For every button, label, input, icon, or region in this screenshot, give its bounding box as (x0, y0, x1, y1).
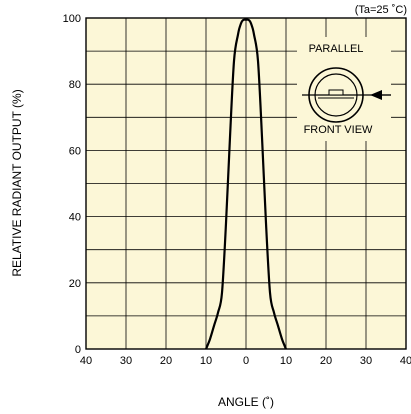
x-tick-label: 40 (400, 355, 411, 367)
x-tick-label: 0 (243, 355, 249, 367)
x-axis-label: ANGLE (˚) (218, 395, 274, 409)
y-tick-label: 0 (75, 344, 81, 356)
inset-background (297, 37, 391, 141)
y-tick-label: 40 (69, 212, 81, 224)
inset-label-front-view: FRONT VIEW (304, 124, 373, 136)
y-tick-label: 60 (69, 145, 81, 157)
x-tick-label: 20 (320, 355, 332, 367)
x-tick-labels: 40 30 20 10 0 10 20 30 40 (80, 355, 411, 367)
condition-note: (Ta=25 ˚C) (355, 4, 407, 16)
plot-frame (85, 17, 407, 350)
led-chip (328, 89, 344, 96)
x-tick-label: 40 (80, 355, 92, 367)
inset-label-parallel: PARALLEL (309, 43, 364, 55)
x-tick-label: 20 (160, 355, 172, 367)
y-tick-labels: 0 20 40 60 80 100 (63, 13, 81, 356)
led-front-view-inset: PARALLEL FRONT VIEW (297, 37, 391, 141)
y-tick-label: 100 (63, 13, 81, 25)
x-tick-label: 30 (120, 355, 132, 367)
y-tick-label: 80 (69, 79, 81, 91)
series-line-radiant-output (204, 18, 288, 350)
x-tick-label: 10 (280, 355, 292, 367)
y-axis-label: RELATIVE RADIANT OUTPUT (%) (10, 89, 24, 276)
y-tick-label: 20 (69, 278, 81, 290)
x-tick-label: 10 (200, 355, 212, 367)
arrow-icon (370, 90, 382, 100)
x-tick-label: 30 (360, 355, 372, 367)
